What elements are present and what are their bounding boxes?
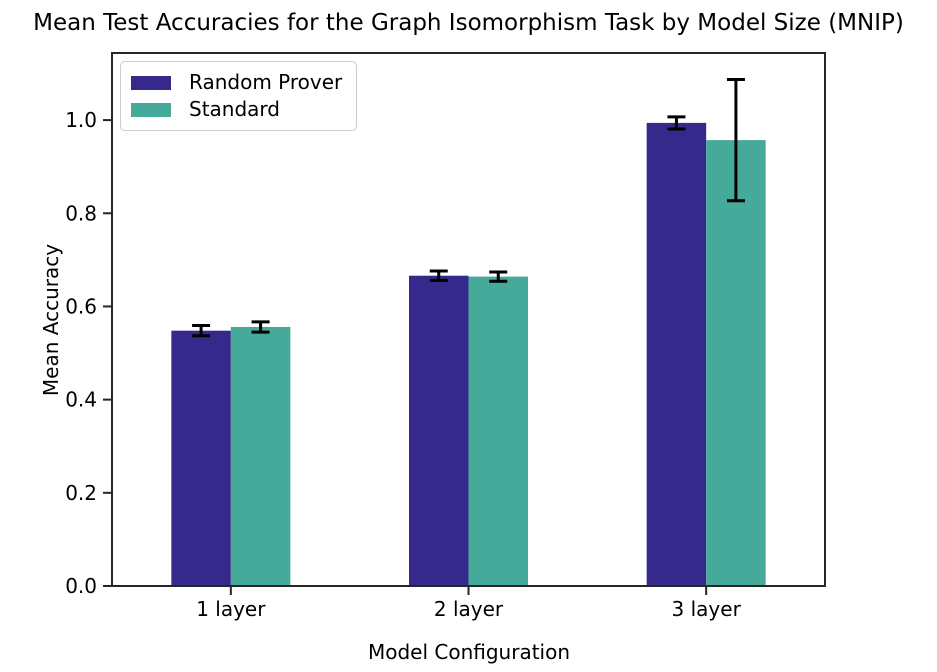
y-tick-label: 0.6 [65,294,97,318]
legend-item-random-prover: Random Prover [131,72,342,93]
bar-standard-3-layer [706,140,766,586]
y-tick-label: 0.2 [65,481,97,505]
x-tick-label-2-layer: 2 layer [434,597,504,621]
bar-standard-1-layer [230,326,291,586]
y-tick-label: 1.0 [65,108,97,132]
bar-random-prover-2-layer [409,275,469,586]
legend: Random Prover Standard [120,61,358,131]
bar-random-prover-1-layer [171,330,231,586]
legend-label-random-prover: Random Prover [189,70,343,94]
y-tick-label: 0.8 [65,201,97,225]
bar-standard-2-layer [468,276,528,586]
chart-title: Mean Test Accuracies for the Graph Isomo… [33,10,904,36]
legend-swatch-standard [131,102,171,117]
bar-random-prover-3-layer [646,122,707,587]
x-axis-label: Model Configuration [367,640,571,664]
y-axis-label: Mean Accuracy [39,243,63,397]
x-tick-label-1-layer: 1 layer [196,597,266,621]
legend-swatch-random-prover [131,75,171,90]
legend-item-standard: Standard [131,99,342,120]
legend-label-standard: Standard [189,97,280,121]
y-tick-label: 0.4 [65,388,97,412]
y-tick-label: 0.0 [65,574,97,598]
x-tick-label-3-layer: 3 layer [672,597,742,621]
